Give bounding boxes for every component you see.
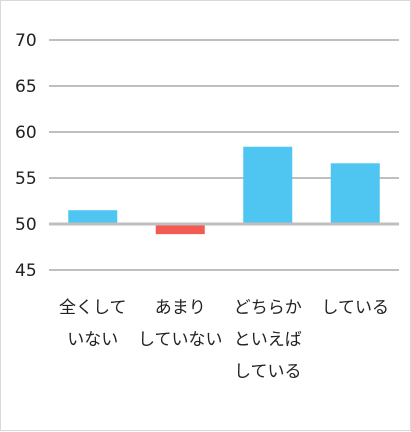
y-tick-label: 50 — [15, 215, 37, 235]
y-tick-label: 70 — [15, 31, 37, 51]
gridlines — [49, 39, 399, 271]
y-tick-label: 60 — [15, 123, 37, 143]
x-category-label: あまり — [155, 298, 206, 318]
y-tick-label: 65 — [15, 77, 37, 97]
x-category-label: どちらか — [234, 298, 302, 318]
x-category-label: している — [322, 298, 390, 318]
x-category-label: といえば — [234, 330, 302, 350]
bar — [155, 224, 205, 235]
bar — [68, 210, 118, 224]
bars — [68, 146, 380, 235]
x-category-label: していない — [138, 330, 223, 350]
x-category-label: いない — [67, 330, 118, 350]
bar — [243, 146, 293, 224]
x-category-label: 全くして — [59, 298, 127, 318]
y-axis-tick-labels: 70 65 60 55 50 45 — [15, 31, 37, 281]
x-category-label: している — [234, 362, 302, 382]
y-tick-label: 55 — [15, 169, 37, 189]
y-tick-label: 45 — [15, 261, 37, 281]
bar — [330, 163, 380, 224]
